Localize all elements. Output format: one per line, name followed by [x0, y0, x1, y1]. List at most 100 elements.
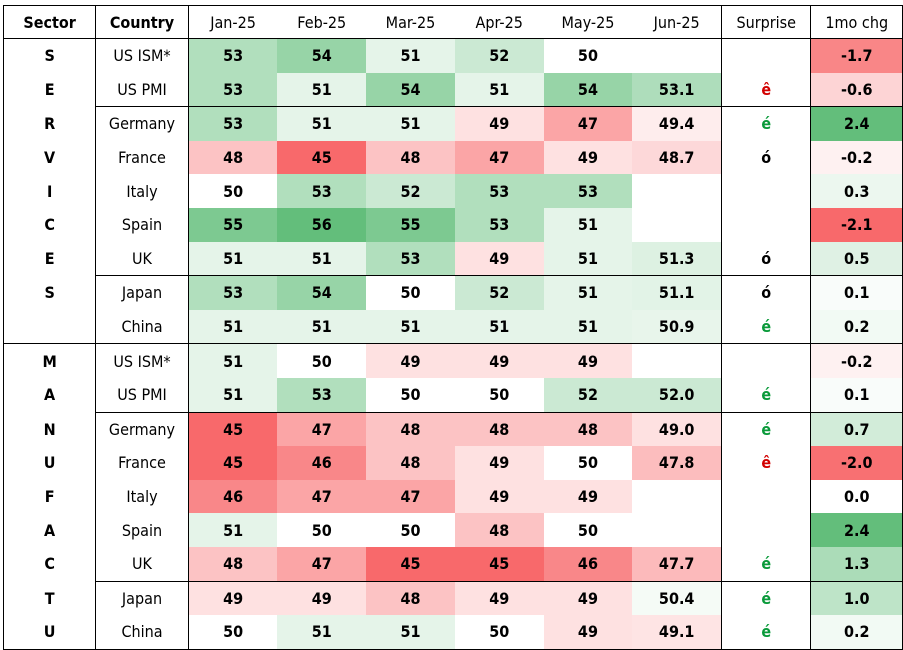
table-row: C Spain 55 56 55 53 51 -2.1: [2, 207, 903, 242]
value-cell-may: 50: [543, 446, 633, 480]
header-may: May-25: [543, 5, 633, 39]
surprise-cell: é: [721, 615, 812, 650]
table-row: S US ISM* 53 54 51 52 50 -1.7: [2, 38, 903, 73]
value-cell-jun: 47.7: [632, 546, 723, 581]
sector-letter: C: [2, 546, 97, 581]
sector-letter: V: [2, 140, 97, 175]
value-cell-jun: 53.1: [632, 72, 723, 107]
one-month-change-cell: 2.4: [810, 106, 903, 141]
value-cell-mar: 50: [366, 377, 455, 413]
value-cell-mar: 53: [366, 241, 455, 276]
sector-letter: R: [2, 106, 97, 141]
value-cell-may: 48: [543, 411, 633, 447]
value-cell-mar: 51: [366, 309, 455, 344]
value-cell-jan: 55: [188, 207, 278, 242]
value-cell-jan: 51: [188, 377, 278, 413]
value-cell-feb: 54: [277, 38, 367, 73]
value-cell-jan: 48: [188, 546, 278, 581]
value-cell-apr: 45: [454, 546, 544, 581]
value-cell-jan: 45: [188, 446, 278, 480]
value-cell-may: 51: [543, 241, 633, 276]
country-cell: Germany: [95, 106, 189, 141]
value-cell-apr: 52: [454, 38, 544, 73]
one-month-change-cell: -1.7: [810, 38, 903, 73]
table-row: C UK 48 47 45 45 46 47.7 é 1.3: [2, 546, 903, 581]
table-row: China 51 51 51 51 51 50.9 é 0.2: [2, 309, 903, 344]
value-cell-jun: [632, 479, 723, 514]
sector-letter: [2, 309, 97, 344]
surprise-cell: é: [721, 580, 812, 616]
value-cell-feb: 53: [277, 174, 367, 208]
one-month-change-cell: 1.3: [810, 546, 903, 581]
one-month-change-cell: 0.1: [810, 377, 903, 413]
country-cell: Spain: [95, 207, 189, 242]
value-cell-mar: 54: [366, 72, 455, 107]
surprise-cell: [721, 174, 812, 208]
value-cell-mar: 51: [366, 38, 455, 73]
surprise-cell: é: [721, 546, 812, 581]
value-cell-mar: 50: [366, 275, 455, 310]
value-cell-mar: 45: [366, 546, 455, 581]
table-body: S US ISM* 53 54 51 52 50 -1.7 E US PMI 53 51 54 51 54 5…: [2, 38, 903, 650]
value-cell-mar: 50: [366, 513, 455, 547]
value-cell-mar: 51: [366, 615, 455, 650]
sector-letter: U: [2, 615, 97, 650]
one-month-change-cell: -0.2: [810, 343, 903, 378]
value-cell-mar: 48: [366, 140, 455, 175]
country-cell: China: [95, 309, 189, 344]
value-cell-feb: 47: [277, 479, 367, 514]
value-cell-jun: 50.4: [632, 580, 723, 616]
one-month-change-cell: -0.6: [810, 72, 903, 107]
sector-letter: T: [2, 581, 97, 616]
value-cell-jun: 49.4: [632, 106, 723, 141]
value-cell-jun: 47.8: [632, 446, 723, 480]
value-cell-feb: 54: [277, 275, 367, 310]
value-cell-apr: 52: [454, 275, 544, 310]
value-cell-may: 50: [543, 38, 633, 73]
surprise-cell: [721, 207, 812, 242]
surprise-cell: é: [721, 377, 812, 413]
surprise-cell: ó: [721, 241, 812, 276]
value-cell-may: 49: [543, 479, 633, 514]
value-cell-feb: 51: [277, 72, 367, 107]
header-country: Country: [95, 5, 189, 39]
sector-letter: S: [2, 38, 97, 73]
table-row: E US PMI 53 51 54 51 54 53.1 ê -0.6: [2, 72, 903, 107]
value-cell-feb: 51: [277, 241, 367, 276]
value-cell-mar: 55: [366, 207, 455, 242]
surprise-cell: ó: [721, 275, 812, 310]
country-cell: Italy: [95, 174, 189, 208]
sector-letter: F: [2, 479, 97, 514]
value-cell-apr: 51: [454, 72, 544, 107]
country-cell: Japan: [95, 580, 189, 616]
value-cell-may: 49: [543, 343, 633, 378]
value-cell-apr: 49: [454, 580, 544, 616]
header-surprise: Surprise: [721, 5, 812, 39]
surprise-cell: ê: [721, 446, 812, 480]
value-cell-apr: 49: [454, 106, 544, 141]
value-cell-may: 46: [543, 546, 633, 581]
header-1mo-chg: 1mo chg: [810, 5, 903, 39]
table-row: R Germany 53 51 51 49 47 49.4 é 2.4: [2, 106, 903, 141]
header-mar: Mar-25: [366, 5, 455, 39]
value-cell-may: 47: [543, 106, 633, 141]
surprise-cell: [721, 513, 812, 547]
value-cell-mar: 48: [366, 446, 455, 480]
country-cell: China: [95, 615, 189, 650]
value-cell-mar: 48: [366, 411, 455, 447]
value-cell-jan: 49: [188, 580, 278, 616]
country-cell: France: [95, 140, 189, 175]
pmi-heatmap-table: Sector Country Jan-25 Feb-25 Mar-25 Apr-…: [2, 5, 903, 650]
table-row: A Spain 51 50 50 48 50 2.4: [2, 513, 903, 547]
table-row: T Japan 49 49 48 49 49 50.4 é 1.0: [2, 580, 903, 616]
country-cell: UK: [95, 241, 189, 276]
value-cell-apr: 50: [454, 377, 544, 413]
value-cell-jun: 51.3: [632, 241, 723, 276]
one-month-change-cell: 0.1: [810, 275, 903, 310]
value-cell-apr: 49: [454, 479, 544, 514]
value-cell-may: 51: [543, 275, 633, 310]
surprise-cell: ó: [721, 140, 812, 175]
value-cell-jun: [632, 207, 723, 242]
table-row: U France 45 46 48 49 50 47.8 ê -2.0: [2, 446, 903, 480]
table-row: U China 50 51 51 50 49 49.1 é 0.2: [2, 615, 903, 650]
